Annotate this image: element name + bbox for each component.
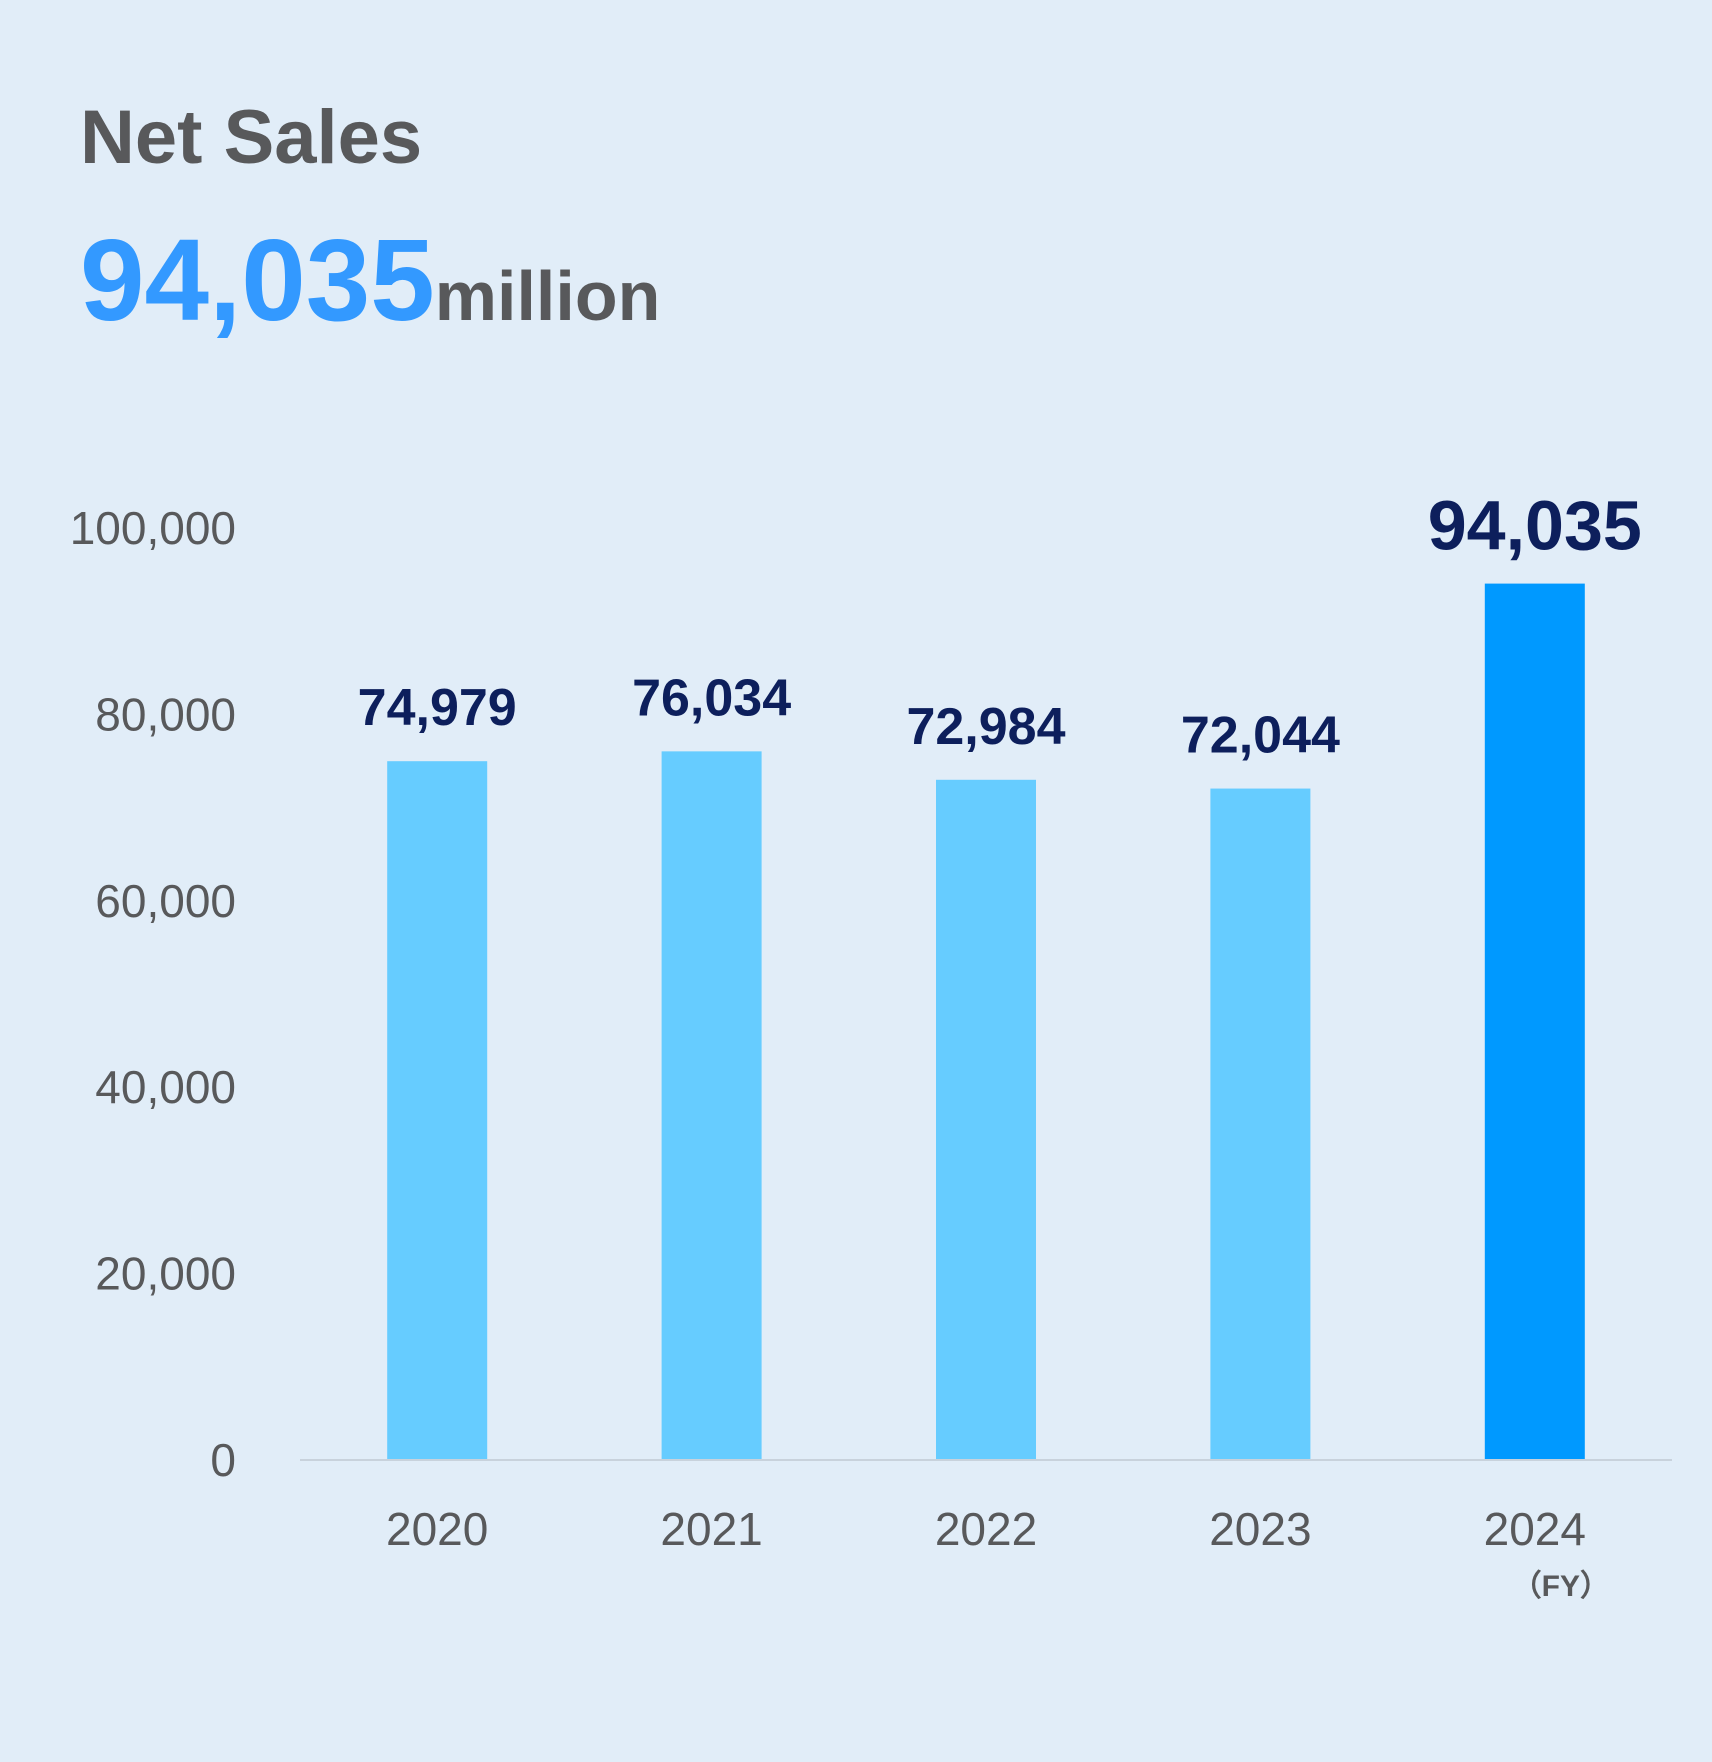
data-label-2020: 74,979 (358, 679, 517, 737)
y-tick-label: 80,000 (95, 688, 236, 740)
x-tick-label: 2024 (1484, 1503, 1586, 1555)
y-axis: 0 20,000 40,000 60,000 80,000 100,000 (70, 502, 236, 1486)
x-tick-label: 2020 (386, 1503, 488, 1555)
bars (387, 583, 1585, 1460)
bar-2024 (1484, 583, 1585, 1460)
x-tick-label: 2023 (1209, 1503, 1311, 1555)
y-tick-label: 0 (210, 1434, 236, 1486)
chart-title: Net Sales (80, 95, 423, 180)
x-unit-label: （FY） (1512, 1569, 1610, 1603)
y-tick-label: 40,000 (95, 1061, 236, 1113)
headline-value: 94,035 (80, 215, 435, 345)
data-label-2021: 76,034 (632, 669, 791, 727)
y-tick-label: 20,000 (95, 1248, 236, 1300)
data-label-2024: 94,035 (1428, 487, 1642, 565)
x-axis: 2020 2021 2022 2023 2024 （FY） (300, 1459, 1672, 1603)
bar-2022 (936, 779, 1036, 1460)
bar-2023 (1210, 788, 1311, 1460)
headline-unit: million (434, 257, 661, 335)
y-tick-label: 60,000 (95, 875, 236, 927)
bar-2020 (387, 761, 488, 1460)
data-labels: 74,979 76,034 72,984 72,044 94,035 (358, 487, 1642, 765)
data-label-2023: 72,044 (1181, 707, 1340, 765)
headline: 94,035million (80, 222, 660, 338)
x-tick-label: 2021 (660, 1503, 762, 1555)
bar-2021 (661, 751, 762, 1460)
y-tick-label: 100,000 (70, 502, 236, 554)
data-label-2022: 72,984 (906, 698, 1065, 756)
x-tick-label: 2022 (935, 1503, 1037, 1555)
